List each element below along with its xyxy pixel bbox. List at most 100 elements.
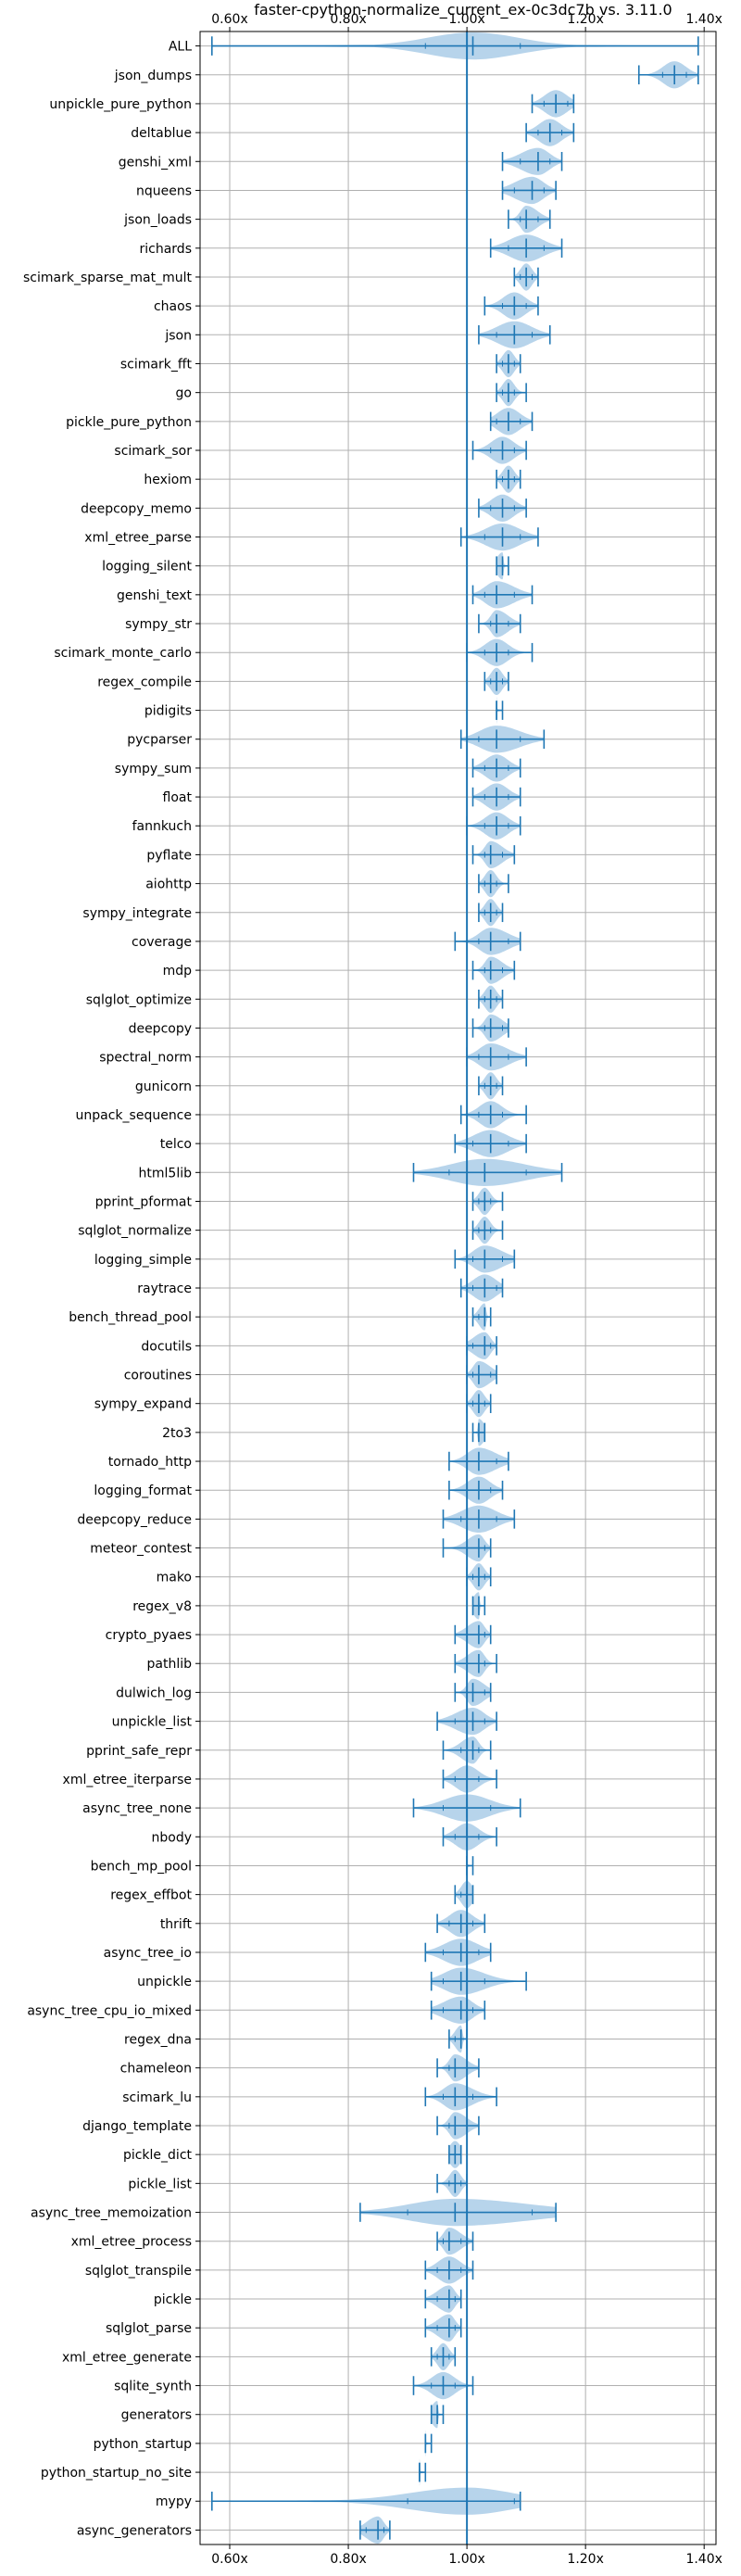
benchmark-label: fannkuch bbox=[132, 819, 192, 834]
benchmark-label: django_template bbox=[82, 2119, 192, 2134]
benchmark-label: sympy_sum bbox=[115, 762, 192, 777]
benchmark-label: sqlglot_optimize bbox=[86, 992, 192, 1007]
benchmark-label: coroutines bbox=[124, 1369, 192, 1383]
benchmark-label: async_tree_none bbox=[82, 1801, 192, 1816]
benchmark-label: pyflate bbox=[146, 848, 192, 863]
benchmark-label: deepcopy_memo bbox=[81, 501, 192, 516]
benchmark-label: bench_thread_pool bbox=[69, 1310, 192, 1325]
benchmark-label: html5lib bbox=[139, 1166, 193, 1181]
benchmark-label: meteor_contest bbox=[90, 1542, 192, 1557]
benchmark-label: unpickle_pure_python bbox=[49, 97, 192, 112]
benchmark-label: regex_effbot bbox=[110, 1888, 192, 1903]
x-tick-label-bottom: 0.60x bbox=[211, 2552, 247, 2567]
benchmark-label: mdp bbox=[163, 964, 193, 979]
x-tick-label-bottom: 0.80x bbox=[330, 2552, 366, 2567]
x-tick-label-bottom: 1.20x bbox=[567, 2552, 603, 2567]
benchmark-label: sympy_integrate bbox=[82, 906, 192, 921]
benchmark-label: float bbox=[163, 790, 193, 805]
benchmark-label: pycparser bbox=[127, 733, 192, 748]
benchmark-label: json bbox=[164, 328, 192, 343]
benchmark-label: xml_etree_parse bbox=[84, 531, 192, 546]
benchmark-label: thrift bbox=[160, 1917, 193, 1932]
benchmark-label: sympy_str bbox=[125, 617, 192, 632]
x-tick-label-bottom: 1.40x bbox=[685, 2552, 722, 2567]
benchmark-label: logging_format bbox=[94, 1484, 192, 1498]
benchmark-label: json_dumps bbox=[114, 69, 192, 83]
benchmark-label: generators bbox=[121, 2408, 192, 2423]
benchmark-label: go bbox=[176, 386, 192, 401]
benchmark-label: async_generators bbox=[77, 2523, 192, 2538]
benchmark-label: deepcopy bbox=[129, 1021, 192, 1036]
benchmark-label: pathlib bbox=[147, 1657, 193, 1672]
benchmark-label: logging_simple bbox=[94, 1253, 192, 1268]
benchmark-label: regex_compile bbox=[97, 675, 192, 689]
benchmark-label: docutils bbox=[141, 1339, 192, 1354]
x-tick-label-top: 1.00x bbox=[448, 12, 484, 27]
x-tick-label-bottom: 1.00x bbox=[448, 2552, 484, 2567]
benchmark-label: xml_etree_generate bbox=[62, 2350, 192, 2365]
x-tick-label-top: 0.80x bbox=[330, 12, 366, 27]
benchmark-label: deepcopy_reduce bbox=[77, 1512, 192, 1527]
benchmark-label: gunicorn bbox=[135, 1080, 192, 1094]
benchmark-label: pprint_safe_repr bbox=[86, 1744, 192, 1759]
benchmark-label: pickle_pure_python bbox=[66, 415, 192, 430]
benchmark-label: tornado_http bbox=[108, 1455, 192, 1470]
benchmark-label: scimark_monte_carlo bbox=[54, 646, 192, 661]
benchmark-label: python_startup_no_site bbox=[41, 2466, 192, 2481]
benchmark-label: scimark_fft bbox=[120, 357, 193, 372]
x-tick-label-top: 1.40x bbox=[685, 12, 722, 27]
benchmark-label: unpack_sequence bbox=[76, 1108, 192, 1123]
benchmark-label: genshi_text bbox=[117, 588, 193, 603]
benchmark-label: pidigits bbox=[144, 704, 192, 719]
benchmark-label: python_startup bbox=[94, 2437, 192, 2452]
benchmark-label: sqlglot_transpile bbox=[85, 2264, 192, 2279]
benchmark-label: raytrace bbox=[137, 1282, 192, 1296]
benchmark-label: coverage bbox=[132, 935, 192, 950]
benchmark-label: 2to3 bbox=[162, 1426, 192, 1441]
benchmark-label: dulwich_log bbox=[116, 1686, 192, 1700]
benchmark-label: scimark_lu bbox=[122, 2090, 192, 2105]
benchmark-label: chameleon bbox=[120, 2062, 192, 2077]
benchmark-label: pickle bbox=[154, 2292, 192, 2307]
benchmark-label: mypy bbox=[156, 2494, 192, 2509]
benchmark-label: scimark_sparse_mat_mult bbox=[23, 271, 192, 285]
benchmark-label: ALL bbox=[169, 40, 192, 55]
benchmark-label: deltablue bbox=[131, 126, 192, 141]
benchmark-label: richards bbox=[140, 242, 193, 257]
benchmark-label: pickle_dict bbox=[123, 2148, 193, 2163]
benchmark-label: crypto_pyaes bbox=[106, 1628, 192, 1643]
benchmark-label: spectral_norm bbox=[99, 1051, 192, 1066]
benchmark-label: sqlglot_normalize bbox=[78, 1224, 192, 1239]
benchmark-label: unpickle_list bbox=[112, 1715, 193, 1730]
benchmark-label: json_loads bbox=[123, 213, 192, 228]
benchmark-label: telco bbox=[160, 1137, 192, 1152]
benchmark-label: pickle_list bbox=[128, 2177, 192, 2191]
benchmark-label: aiohttp bbox=[145, 878, 192, 892]
chart-title: faster-cpython-normalize_current_ex-0c3d… bbox=[254, 1, 672, 19]
benchmark-label: xml_etree_process bbox=[71, 2235, 192, 2250]
stats-layer bbox=[211, 36, 699, 2540]
benchmark-label: scimark_sor bbox=[114, 444, 192, 459]
benchmark-label: regex_v8 bbox=[132, 1599, 192, 1614]
x-tick-label-top: 1.20x bbox=[567, 12, 603, 27]
benchmark-label: pprint_pformat bbox=[95, 1194, 193, 1209]
benchmark-label: sqlite_synth bbox=[114, 2380, 192, 2394]
benchmark-label: genshi_xml bbox=[119, 155, 192, 170]
benchmark-label: hexiom bbox=[144, 473, 192, 487]
benchmark-label: mako bbox=[157, 1571, 192, 1585]
benchmark-label: logging_silent bbox=[102, 560, 192, 575]
benchmark-label: chaos bbox=[154, 299, 192, 314]
benchmark-label: sqlglot_parse bbox=[106, 2321, 192, 2336]
benchmark-label: unpickle bbox=[137, 1975, 192, 1989]
benchmark-label: nbody bbox=[152, 1830, 193, 1845]
benchmark-label: nqueens bbox=[136, 183, 192, 198]
benchmark-label: sympy_expand bbox=[94, 1397, 192, 1412]
benchmark-label: async_tree_io bbox=[104, 1946, 192, 1961]
benchmark-label: bench_mp_pool bbox=[91, 1859, 192, 1874]
benchmark-label: async_tree_memoization bbox=[31, 2206, 192, 2221]
benchmark-label: async_tree_cpu_io_mixed bbox=[27, 2003, 192, 2018]
benchmark-label: regex_dna bbox=[124, 2032, 192, 2047]
label-layer: 0.60x 0.60x 0.80x 0.80x 1.00x 1.00x 1.20x 1.20x… bbox=[23, 12, 722, 2567]
benchmark-label: xml_etree_iterparse bbox=[63, 1773, 192, 1787]
